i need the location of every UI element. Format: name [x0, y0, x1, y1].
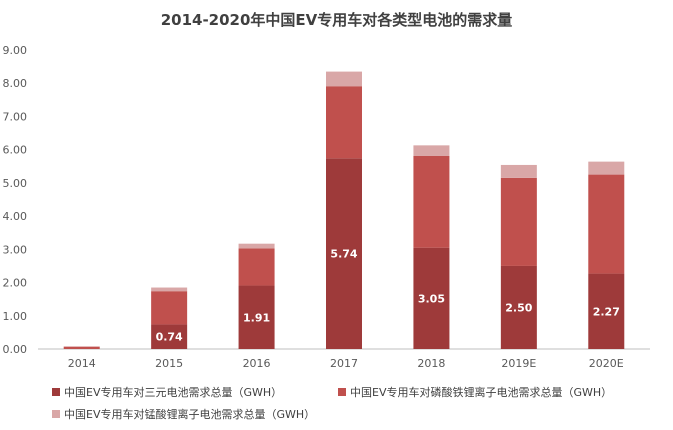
legend-swatch-lfp [338, 388, 346, 396]
y-tick-label: 0.00 [3, 343, 28, 356]
legend-item-lmo: 中国EV专用车对锰酸锂离子电池需求总量（GWH） [52, 406, 315, 422]
bar-segment-1 [413, 247, 450, 349]
bar-segment-3 [413, 145, 450, 156]
bar-segment-3 [238, 243, 275, 249]
bar-segment-1 [500, 265, 537, 349]
legend-swatch-ternary [52, 388, 60, 396]
data-label: 2.27 [593, 305, 620, 318]
y-tick-label: 4.00 [3, 210, 28, 223]
bar-segment-2 [500, 177, 537, 266]
bar-segment-2 [151, 291, 188, 325]
legend-label-lfp: 中国EV专用车对磷酸铁锂离子电池需求总量（GWH） [350, 386, 613, 399]
bar-segment-2 [63, 346, 100, 349]
legend-swatch-lmo [52, 410, 60, 418]
x-tick-label: 2018 [417, 357, 445, 370]
bar-segment-3 [500, 164, 537, 178]
legend-item-lfp: 中国EV专用车对磷酸铁锂离子电池需求总量（GWH） [338, 384, 612, 400]
y-tick-label: 6.00 [3, 144, 28, 157]
legend-item-ternary: 中国EV专用车对三元电池需求总量（GWH） [52, 384, 282, 400]
legend-label-ternary: 中国EV专用车对三元电池需求总量（GWH） [64, 386, 283, 399]
bar-segment-1 [151, 324, 188, 349]
x-tick-label: 2016 [243, 357, 271, 370]
x-tick-label: 2015 [155, 357, 183, 370]
bar-segment-2 [326, 86, 362, 159]
data-label: 0.74 [156, 331, 183, 344]
bar-segment-2 [413, 155, 450, 248]
y-tick-label: 8.00 [3, 77, 28, 90]
bar-segment-1 [588, 273, 625, 349]
bar-segment-2 [238, 248, 275, 286]
chart-title: 2014-2020年中国EV专用车对各类型电池的需求量 [160, 11, 513, 29]
bar-segment-1 [238, 285, 275, 349]
y-tick-label: 9.00 [3, 44, 28, 57]
x-tick-label: 2014 [68, 357, 96, 370]
y-tick-label: 2.00 [3, 277, 28, 290]
x-tick-label: 2020E [589, 357, 624, 370]
y-tick-label: 7.00 [3, 110, 28, 123]
data-label: 1.91 [243, 311, 270, 324]
bar-segment-3 [326, 71, 362, 87]
data-label: 2.50 [505, 301, 532, 314]
y-tick-label: 3.00 [3, 243, 28, 256]
bar-segment-3 [588, 161, 625, 175]
bar-segment-1 [326, 158, 362, 349]
x-tick-label: 2019E [501, 357, 536, 370]
y-tick-label: 5.00 [3, 177, 28, 190]
x-tick-label: 2017 [330, 357, 358, 370]
data-label: 3.05 [418, 292, 445, 305]
y-tick-label: 1.00 [3, 310, 28, 323]
bar-segment-2 [588, 174, 625, 274]
legend-label-lmo: 中国EV专用车对锰酸锂离子电池需求总量（GWH） [64, 408, 316, 421]
data-label: 5.74 [330, 248, 357, 261]
bar-segment-3 [151, 287, 188, 292]
